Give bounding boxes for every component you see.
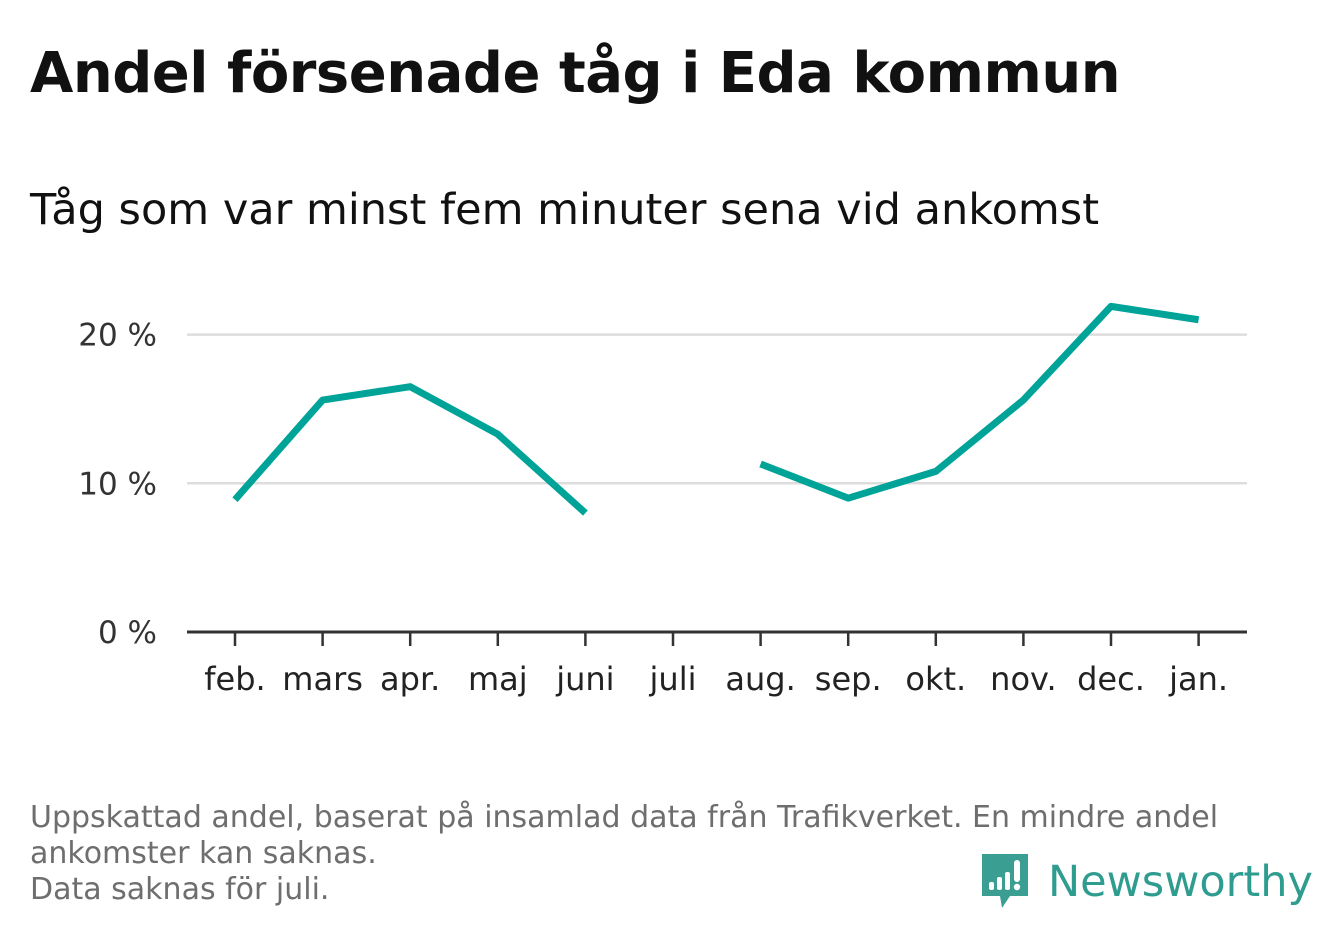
x-tick-label: nov. [990, 660, 1056, 698]
chart-footnote: Uppskattad andel, baserat på insamlad da… [30, 800, 1280, 908]
line-chart: 0 % 10 % 20 % feb. mars apr. maj juni juli aug. s… [78, 302, 1247, 698]
x-tick-label: mars [282, 660, 363, 698]
x-tick-label: sep. [815, 660, 882, 698]
x-tick-label: apr. [380, 660, 440, 698]
footnote-line-3: Data saknas för juli. [30, 872, 330, 907]
brand-logo: Newsworthy [980, 852, 1313, 912]
x-tick-label: jan. [1168, 660, 1228, 698]
chart-title: Andel försenade tåg i Eda kommun [30, 41, 1121, 106]
y-tick-label: 20 % [78, 318, 157, 354]
x-tick-label: okt. [905, 660, 966, 698]
x-tick-label: juni [555, 660, 614, 698]
series-line-segment-2 [759, 302, 1200, 502]
chart-subtitle: Tåg som var minst fem minuter sena vid a… [30, 185, 1100, 235]
x-tick-label: juli [649, 660, 697, 698]
x-tick-label: maj [468, 660, 528, 698]
x-tick-label: feb. [204, 660, 265, 698]
footnote-line-1: Uppskattad andel, baserat på insamlad da… [30, 800, 1219, 835]
x-axis: feb. mars apr. maj juni juli aug. sep. okt. nov. d… [187, 630, 1247, 698]
newsworthy-logo-icon [982, 854, 1028, 908]
x-tick-label: dec. [1077, 660, 1145, 698]
gridlines [187, 333, 1247, 485]
series-line-segment-1 [232, 383, 588, 516]
series-lines [232, 302, 1200, 516]
brand-name: Newsworthy [1048, 857, 1313, 907]
y-tick-label: 10 % [78, 466, 157, 502]
y-tick-label: 0 % [98, 615, 157, 651]
x-tick-label: aug. [725, 660, 795, 698]
footnote-line-2: ankomster kan saknas. [30, 836, 377, 871]
y-axis-tick-labels: 0 % 10 % 20 % [78, 318, 157, 651]
